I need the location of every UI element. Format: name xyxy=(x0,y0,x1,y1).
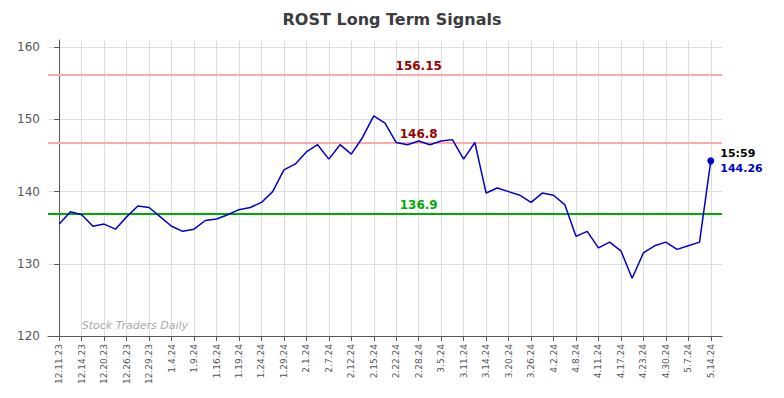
svg-text:5.7.24: 5.7.24 xyxy=(683,344,693,373)
svg-text:140: 140 xyxy=(17,185,40,199)
svg-text:12.11.23: 12.11.23 xyxy=(54,344,64,384)
svg-text:Stock Traders Daily: Stock Traders Daily xyxy=(82,319,189,332)
svg-text:150: 150 xyxy=(17,112,40,126)
svg-text:3.5.24: 3.5.24 xyxy=(436,344,446,373)
svg-text:1.4.24: 1.4.24 xyxy=(167,344,177,373)
svg-text:ROST Long Term Signals: ROST Long Term Signals xyxy=(283,10,502,29)
svg-text:136.9: 136.9 xyxy=(400,198,438,212)
svg-text:160: 160 xyxy=(17,40,40,54)
svg-text:4.8.24: 4.8.24 xyxy=(571,344,581,373)
svg-text:2.28.24: 2.28.24 xyxy=(414,344,424,379)
svg-text:2.15.24: 2.15.24 xyxy=(369,344,379,379)
svg-text:4.30.24: 4.30.24 xyxy=(661,344,671,379)
svg-text:3.26.24: 3.26.24 xyxy=(526,344,536,379)
svg-text:4.17.24: 4.17.24 xyxy=(616,344,626,379)
svg-text:15:59: 15:59 xyxy=(720,147,755,160)
svg-text:2.1.24: 2.1.24 xyxy=(301,344,311,373)
svg-text:144.26: 144.26 xyxy=(720,162,763,175)
svg-text:120: 120 xyxy=(17,329,40,343)
svg-text:1.9.24: 1.9.24 xyxy=(189,344,199,373)
svg-text:3.11.24: 3.11.24 xyxy=(459,344,469,379)
svg-text:3.20.24: 3.20.24 xyxy=(504,344,514,379)
svg-text:2.22.24: 2.22.24 xyxy=(391,344,401,379)
svg-text:1.24.24: 1.24.24 xyxy=(256,344,266,379)
svg-text:1.16.24: 1.16.24 xyxy=(212,344,222,379)
svg-text:4.23.24: 4.23.24 xyxy=(638,344,648,379)
svg-text:4.2.24: 4.2.24 xyxy=(549,344,559,373)
svg-text:146.8: 146.8 xyxy=(400,127,438,141)
svg-text:12.20.23: 12.20.23 xyxy=(99,344,109,384)
svg-text:12.29.23: 12.29.23 xyxy=(144,344,154,384)
svg-text:130: 130 xyxy=(17,257,40,271)
svg-text:12.14.23: 12.14.23 xyxy=(77,344,87,384)
svg-text:1.19.24: 1.19.24 xyxy=(234,344,244,379)
svg-text:2.7.24: 2.7.24 xyxy=(324,344,334,373)
svg-text:3.14.24: 3.14.24 xyxy=(481,344,491,379)
svg-text:5.14.24: 5.14.24 xyxy=(706,344,716,379)
svg-text:156.15: 156.15 xyxy=(396,59,442,73)
svg-text:4.11.24: 4.11.24 xyxy=(593,344,603,379)
svg-text:1.29.24: 1.29.24 xyxy=(279,344,289,379)
svg-text:12.26.23: 12.26.23 xyxy=(122,344,132,384)
svg-text:2.12.24: 2.12.24 xyxy=(346,344,356,379)
